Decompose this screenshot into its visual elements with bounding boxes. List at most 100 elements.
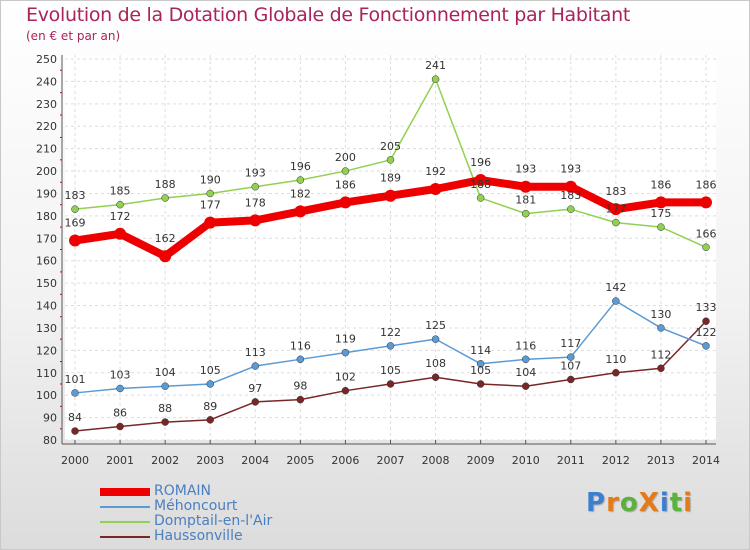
data-point bbox=[521, 382, 530, 390]
x-tick-label: 2002 bbox=[151, 454, 179, 467]
y-tick-label: 230 bbox=[36, 98, 57, 111]
data-label: 89 bbox=[203, 400, 217, 413]
y-tick-label: 200 bbox=[36, 165, 57, 178]
data-label: 182 bbox=[290, 187, 311, 200]
y-tick-label: 220 bbox=[36, 120, 57, 133]
y-tick-label: 150 bbox=[36, 277, 57, 290]
data-point bbox=[341, 386, 350, 395]
x-tick-label: 2014 bbox=[692, 454, 720, 467]
data-point bbox=[161, 194, 169, 202]
data-label: 186 bbox=[335, 178, 356, 191]
data-label: 193 bbox=[560, 163, 581, 176]
data-point bbox=[431, 75, 440, 83]
data-label: 190 bbox=[200, 173, 221, 186]
x-tick-label: 2003 bbox=[196, 454, 224, 467]
data-label: 105 bbox=[380, 364, 401, 377]
x-tick-label: 2011 bbox=[557, 454, 585, 467]
data-point bbox=[612, 369, 620, 377]
data-point bbox=[116, 200, 124, 209]
data-label: 97 bbox=[248, 382, 262, 395]
data-point bbox=[476, 380, 485, 388]
data-label: 196 bbox=[470, 156, 491, 169]
data-label: 125 bbox=[425, 319, 446, 332]
y-tick-label: 250 bbox=[36, 53, 57, 66]
data-point bbox=[251, 182, 260, 191]
data-label: 189 bbox=[380, 172, 401, 185]
x-tick-label: 2012 bbox=[602, 454, 630, 467]
data-label: 130 bbox=[650, 308, 671, 321]
y-tick-label: 120 bbox=[36, 344, 57, 357]
data-point bbox=[521, 355, 530, 364]
data-point bbox=[341, 167, 350, 175]
data-point bbox=[702, 243, 710, 252]
x-tick-label: 2005 bbox=[286, 454, 314, 467]
x-tick-label: 2013 bbox=[647, 454, 675, 467]
data-point bbox=[429, 182, 442, 195]
y-tick-label: 190 bbox=[36, 187, 57, 200]
data-label: 114 bbox=[470, 344, 491, 357]
data-label: 200 bbox=[335, 151, 356, 164]
data-point bbox=[702, 317, 710, 325]
data-label: 122 bbox=[696, 326, 717, 339]
data-point bbox=[71, 427, 79, 435]
data-point bbox=[431, 335, 440, 343]
data-label: 175 bbox=[650, 207, 671, 220]
data-label: 183 bbox=[605, 185, 626, 198]
logo-letter: X bbox=[638, 488, 660, 518]
data-label: 172 bbox=[110, 210, 131, 223]
data-label: 105 bbox=[200, 364, 221, 377]
data-point bbox=[296, 395, 305, 404]
data-label: 177 bbox=[200, 199, 221, 212]
data-point bbox=[612, 218, 620, 227]
data-point bbox=[567, 375, 575, 384]
data-label: 186 bbox=[696, 178, 717, 191]
y-tick-label: 160 bbox=[36, 255, 57, 268]
x-tick-label: 2010 bbox=[512, 454, 540, 467]
data-label: 142 bbox=[605, 281, 626, 294]
data-label: 192 bbox=[425, 165, 446, 178]
data-point bbox=[341, 348, 350, 357]
x-tick-label: 2009 bbox=[467, 454, 495, 467]
legend-swatch bbox=[100, 521, 150, 523]
data-label: 185 bbox=[110, 185, 131, 198]
data-label: 113 bbox=[245, 346, 266, 359]
legend-swatch bbox=[100, 536, 150, 538]
data-label: 193 bbox=[515, 163, 536, 176]
data-label: 102 bbox=[335, 371, 356, 384]
legend-label: Méhoncourt bbox=[154, 498, 238, 514]
data-point bbox=[431, 373, 440, 381]
legend-label: Domptail-en-l'Air bbox=[154, 513, 273, 529]
x-tick-label: 2000 bbox=[61, 454, 89, 467]
legend-label: ROMAIN bbox=[154, 483, 212, 499]
data-label: 108 bbox=[425, 357, 446, 370]
y-tick-label: 130 bbox=[36, 322, 57, 335]
data-label: 116 bbox=[515, 339, 536, 352]
y-tick-label: 90 bbox=[43, 412, 57, 425]
y-tick-label: 110 bbox=[36, 367, 57, 380]
data-point bbox=[206, 380, 214, 388]
data-label: 186 bbox=[650, 178, 671, 191]
data-point bbox=[612, 297, 620, 305]
data-point bbox=[700, 196, 712, 209]
data-label: 183 bbox=[65, 189, 86, 202]
data-point bbox=[657, 223, 665, 231]
data-point bbox=[116, 384, 124, 393]
data-point bbox=[474, 174, 487, 187]
y-tick-label: 240 bbox=[36, 75, 57, 88]
legend-swatch bbox=[100, 506, 150, 508]
data-point bbox=[476, 360, 485, 368]
data-point bbox=[251, 362, 260, 370]
data-label: 162 bbox=[155, 232, 176, 245]
data-label: 107 bbox=[560, 359, 581, 372]
data-point bbox=[296, 176, 305, 184]
data-label: 104 bbox=[155, 366, 176, 379]
data-point bbox=[386, 156, 395, 164]
y-tick-label: 140 bbox=[36, 300, 57, 313]
series-haussonville bbox=[71, 317, 710, 435]
series-m-honcourt bbox=[71, 297, 710, 397]
legend-swatch bbox=[100, 488, 150, 496]
data-label: 86 bbox=[113, 407, 127, 420]
data-label: 178 bbox=[245, 196, 266, 209]
chart-subtitle: (en € et par an) bbox=[26, 29, 121, 43]
logo-letter: o bbox=[619, 488, 639, 518]
